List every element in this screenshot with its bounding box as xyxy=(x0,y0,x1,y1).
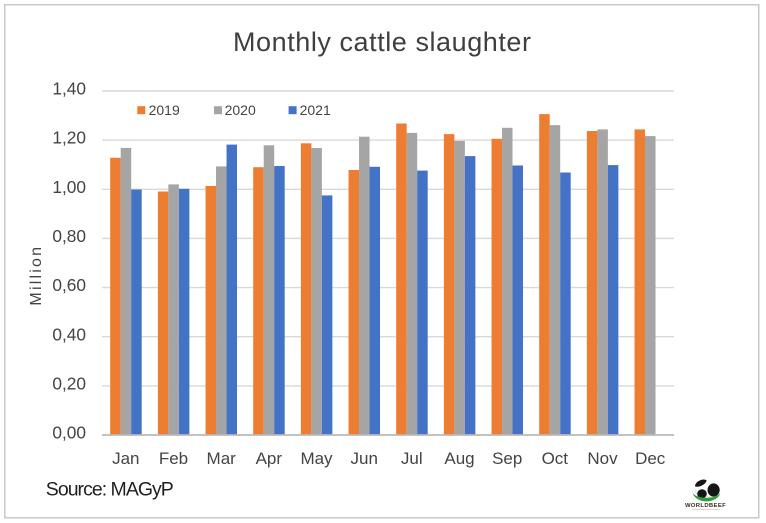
svg-text:Monthly cattle slaughter: Monthly cattle slaughter xyxy=(233,27,531,57)
svg-text:1,20: 1,20 xyxy=(52,128,86,148)
svg-text:0,20: 0,20 xyxy=(52,374,86,394)
svg-text:0,00: 0,00 xyxy=(52,423,86,443)
svg-text:1,40: 1,40 xyxy=(52,79,86,99)
svg-text:Nov: Nov xyxy=(587,449,618,468)
svg-text:Sep: Sep xyxy=(492,449,522,468)
svg-text:1,00: 1,00 xyxy=(52,177,86,197)
svg-text:2019: 2019 xyxy=(149,102,180,118)
svg-text:0,40: 0,40 xyxy=(52,324,86,344)
svg-text:Jul: Jul xyxy=(401,449,423,468)
svg-text:Mar: Mar xyxy=(207,449,237,468)
svg-text:2020: 2020 xyxy=(225,102,256,118)
svg-text:Jan: Jan xyxy=(112,449,139,468)
svg-text:2021: 2021 xyxy=(300,102,331,118)
svg-text:May: May xyxy=(300,449,333,468)
svg-text:0,80: 0,80 xyxy=(52,226,86,246)
svg-text:0,60: 0,60 xyxy=(52,275,86,295)
svg-text:Million: Million xyxy=(28,245,45,306)
svg-text:Apr: Apr xyxy=(256,449,283,468)
svg-text:Feb: Feb xyxy=(159,449,188,468)
svg-text:Source: MAGyP: Source: MAGyP xyxy=(46,478,174,500)
svg-text:WORLDBEEF: WORLDBEEF xyxy=(685,503,726,509)
svg-text:Aug: Aug xyxy=(444,449,474,468)
svg-text:Jun: Jun xyxy=(350,449,377,468)
svg-text:Dec: Dec xyxy=(635,449,666,468)
svg-text:Oct: Oct xyxy=(542,449,569,468)
